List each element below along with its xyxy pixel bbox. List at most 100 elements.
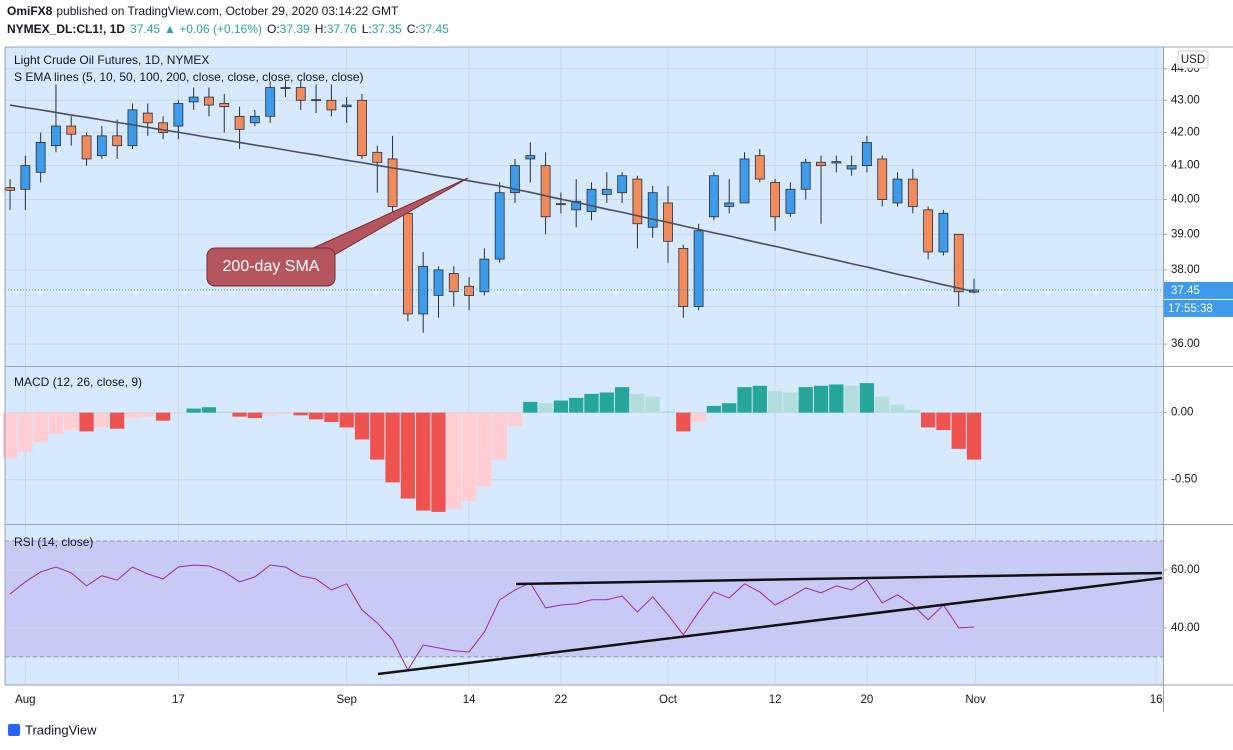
macd-bar <box>614 387 630 413</box>
candle-body <box>892 178 903 204</box>
candle-body <box>739 158 750 204</box>
macd-bar <box>630 393 645 413</box>
macd-bar <box>324 412 339 423</box>
publisher: OmiFX8 <box>7 4 53 18</box>
macd-bar <box>2 412 18 459</box>
candle-body <box>494 192 505 260</box>
macd-bar <box>890 404 905 413</box>
y-tick-label: 39.00 <box>1171 228 1200 240</box>
x-tick-label: 14 <box>463 694 476 706</box>
candle-body <box>158 122 168 133</box>
y-tick-label: 40.00 <box>1171 622 1200 634</box>
candle-body <box>249 115 260 124</box>
candle-body <box>372 151 383 163</box>
price-tag-text: 37.45 <box>1171 285 1200 297</box>
candle-body <box>265 87 276 117</box>
macd-bar <box>783 392 798 413</box>
macd-bar <box>278 412 293 414</box>
candle-body <box>540 165 551 218</box>
candle-body <box>20 165 31 190</box>
sma-line <box>9 104 975 293</box>
candle-body <box>280 87 291 89</box>
macd-bar <box>767 391 783 413</box>
macd-bar <box>507 412 523 427</box>
macd-bar <box>798 387 813 413</box>
ohlc-value: 37.39 <box>280 22 310 36</box>
candle-body <box>173 103 184 127</box>
y-tick-label: 0.00 <box>1171 407 1193 419</box>
macd-bar <box>859 383 875 413</box>
macd-bar <box>691 412 706 423</box>
macd-bar <box>33 412 48 443</box>
x-tick-label: Oct <box>659 694 678 706</box>
ohlc-label: C: <box>407 22 419 36</box>
macd-bar <box>752 385 767 413</box>
macd-bar <box>844 385 859 413</box>
currency-box <box>1177 50 1209 69</box>
macd-bar <box>263 412 278 416</box>
macd-bar <box>79 412 94 432</box>
logo-text: TradingView <box>25 722 97 737</box>
candle-body <box>816 161 826 167</box>
macd-bar <box>64 412 79 431</box>
candle-body <box>877 158 888 200</box>
macd-bar <box>416 412 431 511</box>
macd-bar <box>477 412 492 487</box>
macd-bar <box>125 412 140 418</box>
ohlc-value: 37.35 <box>372 22 402 36</box>
macd-bar <box>446 412 461 510</box>
rsi-line <box>9 564 975 671</box>
symbol-line: NYMEX_DL:CL1!, 1D 37.45 ▲ +0.06 (+0.16%) O:… <box>7 22 449 36</box>
candle-body <box>402 212 413 315</box>
candle-body <box>234 115 245 130</box>
candle-body <box>112 135 123 147</box>
candle-body <box>800 161 811 190</box>
publish-line: OmiFX8 published on TradingView.com, Octo… <box>7 4 399 18</box>
candle-body <box>51 125 61 147</box>
ohlc-value: 37.45 <box>419 22 449 36</box>
logo-mark <box>8 724 20 736</box>
countdown-text: 17:55:38 <box>1168 303 1213 315</box>
x-tick-label: 22 <box>554 694 567 706</box>
macd-bar <box>569 397 584 413</box>
candle-body <box>418 265 429 315</box>
callout-text: 200-day SMA <box>223 258 320 275</box>
macd-bar <box>492 412 507 460</box>
macd-bar <box>829 384 844 413</box>
trendline <box>515 571 1163 586</box>
rsi-band <box>5 540 1163 657</box>
countdown-tag <box>1164 299 1233 317</box>
macd-bar <box>523 401 538 413</box>
macd-bar <box>905 409 920 413</box>
candle-body <box>601 188 612 195</box>
candle-body <box>555 203 566 206</box>
ohlc-label: O: <box>267 22 280 36</box>
plot-layer: Aug17Sep1422Oct1220Nov1636.0037.0038.003… <box>2 48 1233 706</box>
candle-body <box>617 175 628 194</box>
macd-bar <box>232 412 247 417</box>
pane-title: Light Crude Oil Futures, 1D, NYMEX <box>14 53 209 67</box>
macd-bar <box>875 396 890 413</box>
candle-body <box>326 99 337 111</box>
macd-bar <box>461 412 477 502</box>
x-tick-label: 12 <box>769 694 782 706</box>
x-tick-label: Aug <box>15 694 35 706</box>
candle-body <box>357 99 367 157</box>
macd-bar <box>140 412 155 417</box>
macd-bar <box>247 412 263 418</box>
price-tag <box>1164 281 1233 299</box>
candle-body <box>66 125 77 135</box>
y-tick-label: 40.00 <box>1171 194 1200 206</box>
macd-bar <box>706 405 722 413</box>
candle-body <box>907 178 918 207</box>
candle-body <box>387 158 398 207</box>
candle-body <box>724 202 735 207</box>
macd-bar <box>385 412 400 483</box>
candle-body <box>96 135 107 157</box>
currency: USD <box>1181 54 1205 66</box>
ohlc-label: H: <box>315 22 327 36</box>
macd-bar <box>339 412 354 428</box>
macd-bar <box>110 412 125 429</box>
macd-bar <box>660 411 676 413</box>
